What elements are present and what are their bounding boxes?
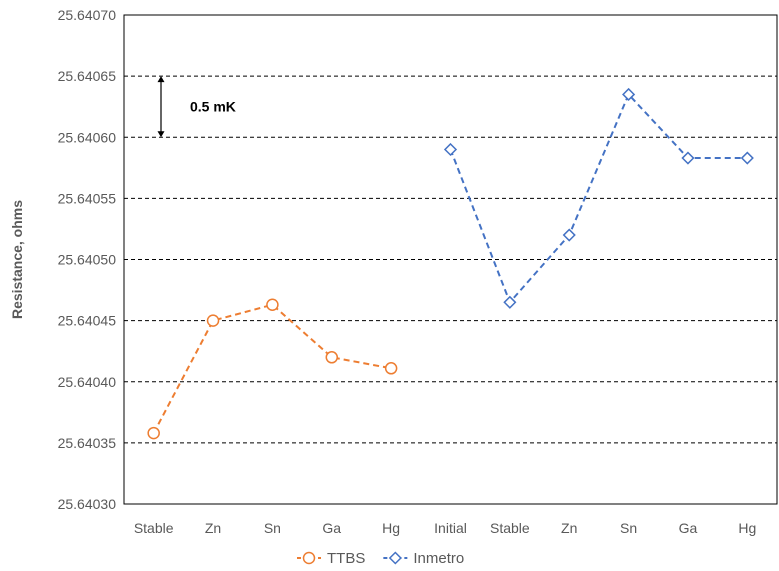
y-tick-label: 25.64060 [58,129,117,145]
y-tick-label: 25.64045 [58,313,117,329]
y-tick-label: 25.64050 [58,252,117,268]
x-tick-label: Zn [561,520,577,536]
data-point-inmetro [740,151,754,165]
plot-area-border [123,14,778,505]
x-tick-label: Sn [264,520,281,536]
series-line-inmetro [449,92,748,305]
legend-marker-inmetro [388,551,402,565]
annotation-arrowhead [157,76,165,83]
x-tick-label: Stable [490,520,530,536]
legend: TTBS Inmetro [297,550,464,567]
annotation: 0.5 mK [157,76,236,138]
annotation-arrowhead [157,131,165,138]
x-tick-label: Stable [134,520,174,536]
x-tick-label: Zn [205,520,221,536]
x-tick-label: Hg [382,520,400,536]
data-point-inmetro [443,142,458,157]
y-axis-title: Resistance, ohms [9,200,25,319]
series [147,87,754,440]
legend-marker-ttbs [302,551,316,565]
data-point-inmetro [503,295,517,309]
data-point-ttbs [147,426,160,440]
data-point-inmetro [562,228,576,242]
data-point-ttbs [325,351,339,364]
data-point-inmetro [681,151,695,165]
data-point-inmetro [622,87,636,102]
x-tick-label: Initial [434,520,467,536]
y-tick-label: 25.64030 [58,496,117,512]
x-axis-tick-labels: Stable Zn Sn Ga Hg Initial Stable Zn Sn Ga Hg [134,520,756,536]
y-axis-tick-labels: 25.64030 25.64035 25.64040 25.64045 25.64050… [58,7,117,512]
y-tick-label: 25.64040 [58,374,117,390]
x-tick-label: Ga [679,520,698,536]
data-point-ttbs [266,298,279,311]
series-line-ttbs [152,303,392,434]
data-point-ttbs [384,362,398,375]
y-tick-label: 25.64055 [58,190,117,206]
data-point-ttbs [206,314,220,327]
x-tick-label: Hg [738,520,756,536]
annotation-label: 0.5 mK [190,99,236,115]
gridlines [124,75,777,444]
y-tick-label: 25.64070 [58,7,117,23]
x-tick-label: Ga [322,520,341,536]
y-tick-label: 25.64065 [58,68,117,84]
legend-label-ttbs: TTBS [327,550,365,567]
x-tick-label: Sn [620,520,637,536]
legend-label-inmetro: Inmetro [413,550,464,567]
y-tick-label: 25.64035 [58,435,117,451]
